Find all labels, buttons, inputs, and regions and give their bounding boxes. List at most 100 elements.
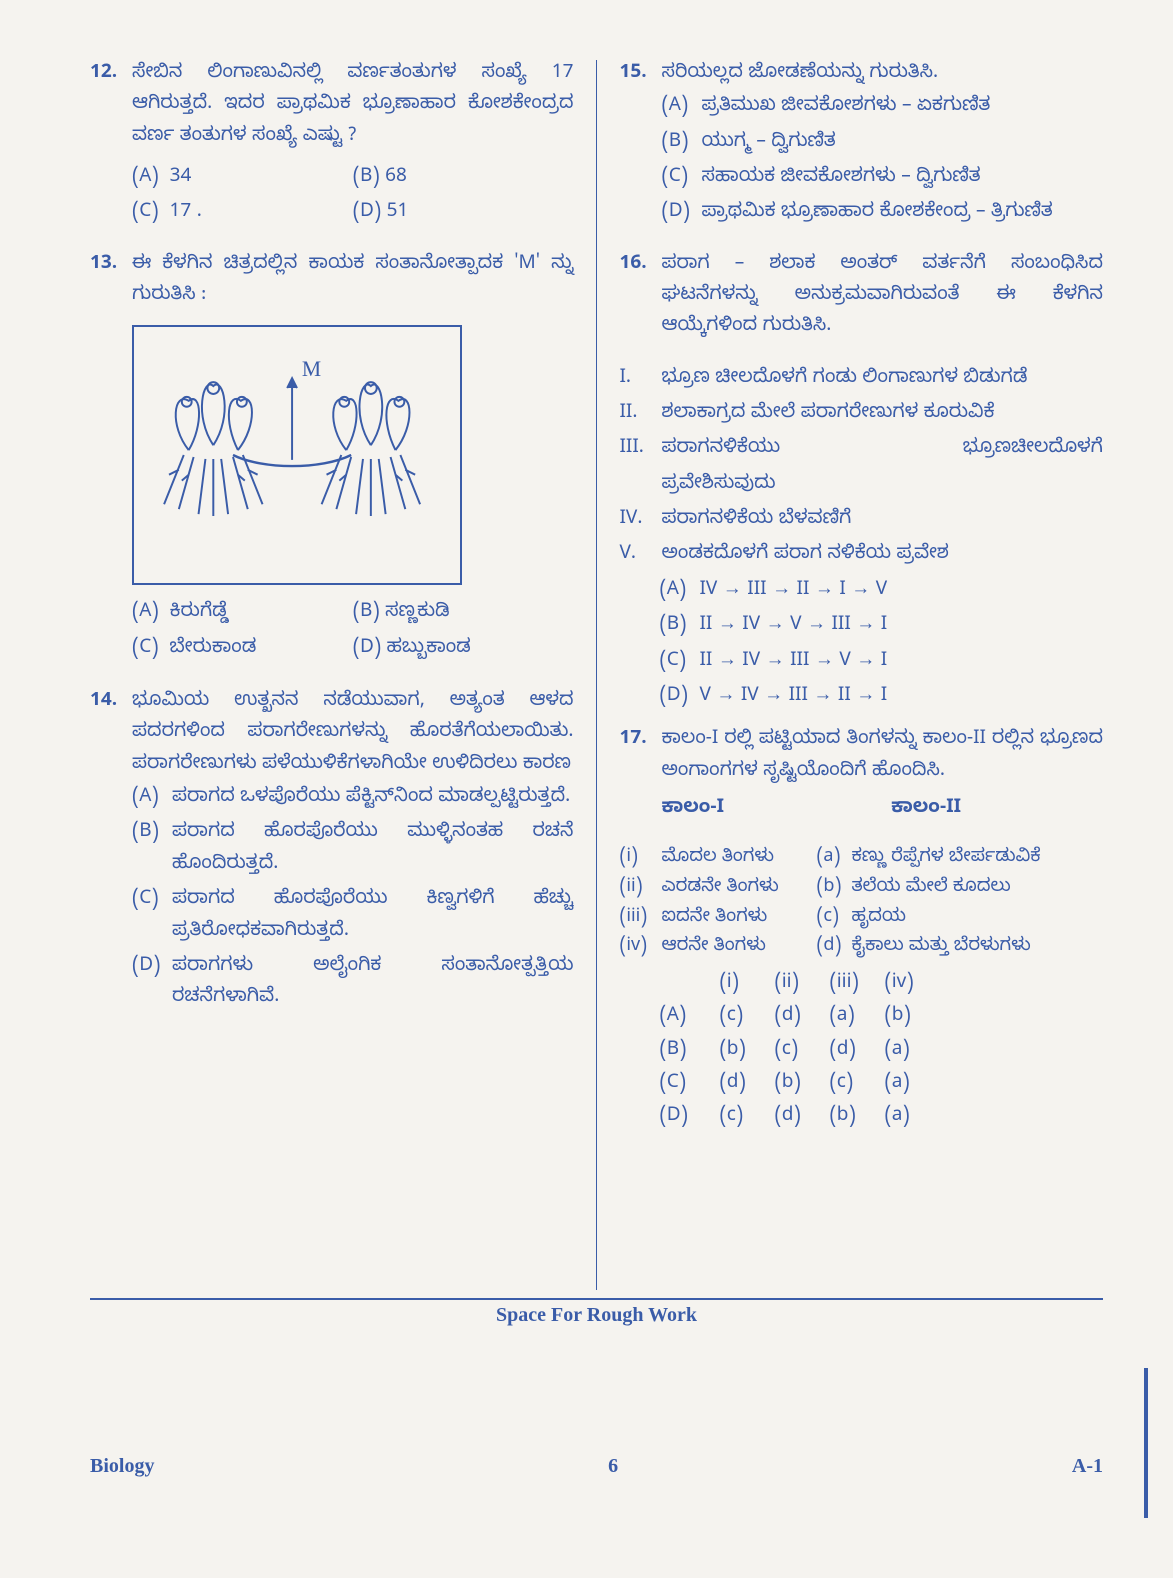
q-body: ಪರಾಗ – ಶಲಾಕ ಅಂತರ್ ವರ್ತನೆಗೆ ಸಂಬಂಧಿಸಿದ ಘಟನ… (661, 251, 1103, 345)
opt-C: (C) (659, 1070, 719, 1101)
column-headers: ಕಾಲಂ-I ಕಾಲಂ-II (661, 795, 1103, 826)
opt-D-val: ಪರಾಗಗಳು ಅಲೈಂಗಿಕ ಸಂತಾನೋತ್ಪತ್ತಿಯ ರಚನೆಗಳಾಗಿ… (172, 953, 574, 1016)
r1-a: (i) (619, 844, 661, 874)
opt-A-label: (A) (661, 93, 701, 124)
r1-b: ಮೊದಲ ತಿಂಗಳು (661, 844, 816, 874)
opt-D-val: V → IV → III → II → I (699, 683, 887, 714)
stmt-III-text-c: ಪ್ರವೇಶಿಸುವುದು (661, 471, 775, 502)
stmt-V-num: V. (619, 541, 661, 572)
opt-B-val: 68 (385, 167, 407, 192)
h-iii: (iii) (829, 970, 884, 1001)
stmt-III-num: III. (619, 435, 661, 466)
q-text: ಕಾಲಂ-I ರಲ್ಲಿ ಪಟ್ಟಿಯಾದ ತಿಂಗಳನ್ನು ಕಾಲಂ-II … (661, 726, 1103, 789)
stmt-IV-num: IV. (619, 506, 661, 537)
right-column: 15. ಸರಿಯಲ್ಲದ ಜೋಡಣೆಯನ್ನು ಗುರುತಿಸಿ. (A)ಪ್ರ… (599, 60, 1103, 1290)
q-num: 12. (90, 60, 132, 233)
footer-page: 6 (608, 1455, 618, 1478)
opt-B-label: (B) (661, 129, 701, 160)
opt-A-label: (A) (132, 167, 159, 192)
opt-C-val: II → IV → III → V → I (699, 648, 887, 679)
opt-C-label: (C) (659, 648, 699, 679)
opt-C-val: ಬೇರುಕಾಂಡ (170, 638, 257, 663)
q-body: ಸರಿಯಲ್ಲದ ಜೋಡಣೆಯನ್ನು ಗುರುತಿಸಿ. (A)ಪ್ರತಿಮು… (661, 60, 1103, 233)
r3-d: ಹೃದಯ (851, 904, 905, 934)
stmt-III-text-b: ಭ್ರೂಣಚೀಲದೊಳಗೆ (963, 435, 1103, 466)
opt-C-label: (C) (132, 638, 159, 663)
r2-a: (ii) (619, 874, 661, 904)
question-15: 15. ಸರಿಯಲ್ಲದ ಜೋಡಣೆಯನ್ನು ಗುರುತಿಸಿ. (A)ಪ್ರ… (619, 60, 1103, 233)
oBii: (c) (774, 1037, 829, 1068)
page-edge-mark (1144, 1368, 1148, 1518)
q-text: ಪರಾಗ – ಶಲಾಕ ಅಂತರ್ ವರ್ತನೆಗೆ ಸಂಬಂಧಿಸಿದ ಘಟನ… (661, 251, 1103, 345)
stmt-IV-text: ಪರಾಗನಳಿಕೆಯ ಬೆಳವಣಿಗೆ (661, 506, 851, 537)
opt-B-label: (B) (659, 612, 699, 643)
q-num: 13. (90, 251, 132, 668)
opt-D-label: (D) (659, 683, 699, 714)
stmt-I-text: ಭ್ರೂಣ ಚೀಲದೊಳಗೆ ಗಂಡು ಲಿಂಗಾಣುಗಳ ಬಿಡುಗಡೆ (661, 365, 1027, 396)
opt-D-val: ಹಬ್ಬುಕಾಂಡ (387, 638, 471, 663)
stmt-I-num: I. (619, 365, 661, 396)
opt-B-val: II → IV → V → III → I (699, 612, 887, 643)
q-options: (A)ಪರಾಗದ ಒಳಪೊರೆಯು ಪೆಕ್ಟಿನ್‌ನಿಂದ ಮಾಡಲ್ಪಟ್… (132, 782, 574, 1017)
opt-A-label: (A) (132, 602, 159, 627)
q-num: 17. (619, 726, 661, 826)
opt-D-label: (D) (353, 202, 381, 227)
oCi: (d) (719, 1070, 774, 1101)
opt-B-val: ಪರಾಗದ ಹೊರಪೊರೆಯು ಮುಳ್ಳಿನಂತಹ ರಚನೆ ಹೊಂದಿರುತ… (172, 819, 574, 882)
opt-A-val: ಪ್ರತಿಮುಖ ಜೀವಕೋಶಗಳು – ಏಕಗುಣಿತ (701, 93, 1103, 124)
r2-c: (b) (816, 874, 851, 904)
r1-d: ಕಣ್ಣು ರೆಪ್ಪೆಗಳ ಬೇರ್ಪಡುವಿಕೆ (851, 844, 1040, 874)
q16-options: (A)IV → III → II → I → V (B)II → IV → V … (659, 575, 1103, 716)
opt-A-val: 34 (170, 167, 192, 192)
r4-c: (d) (816, 933, 851, 963)
oBi: (b) (719, 1037, 774, 1068)
oAi: (c) (719, 1003, 774, 1034)
h-ii: (ii) (774, 970, 829, 1001)
page-footer: Biology 6 A-1 (90, 1455, 1103, 1478)
r3-b: ಐದನೇ ತಿಂಗಳು (661, 904, 816, 934)
opt-A-val: ಪರಾಗದ ಒಳಪೊರೆಯು ಪೆಕ್ಟಿನ್‌ನಿಂದ ಮಾಡಲ್ಪಟ್ಟಿರ… (172, 784, 574, 815)
opt-B-label: (B) (353, 602, 380, 627)
opt-D: (D) (659, 1103, 719, 1134)
q-text: ಸರಿಯಲ್ಲದ ಜೋಡಣೆಯನ್ನು ಗುರುತಿಸಿ. (661, 60, 1103, 91)
q-body: ಕಾಲಂ-I ರಲ್ಲಿ ಪಟ್ಟಿಯಾದ ತಿಂಗಳನ್ನು ಕಾಲಂ-II … (661, 726, 1103, 826)
q-num: 14. (90, 688, 132, 1017)
col1-header: ಕಾಲಂ-I (661, 795, 891, 826)
r2-b: ಎರಡನೇ ತಿಂಗಳು (661, 874, 816, 904)
opt-B-label: (B) (132, 819, 172, 882)
oDi: (c) (719, 1103, 774, 1134)
opt-B: (B) (659, 1037, 719, 1068)
stmt-II-text: ಶಲಾಕಾಗ್ರದ ಮೇಲೆ ಪರಾಗರೇಣುಗಳ ಕೂರುವಿಕೆ (661, 400, 994, 431)
opt-C-label: (C) (132, 886, 172, 949)
r4-a: (iv) (619, 933, 661, 963)
opt-C-label: (C) (132, 202, 159, 227)
q-options: (A) 34 (B) 68 (C) 17 . (D) 51 (132, 162, 574, 233)
q17-match-rows: (i)ಮೊದಲ ತಿಂಗಳು(a)ಕಣ್ಣು ರೆಪ್ಪೆಗಳ ಬೇರ್ಪಡುವ… (619, 844, 1103, 963)
q-options: (A) ಕಿರುಗೆಡ್ಡೆ (B) ಸಣ್ಣಕುಡಿ (C) ಬೇರುಕಾಂಡ… (132, 597, 574, 668)
q-num: 15. (619, 60, 661, 233)
stmt-III-text-a: ಪರಾಗನಳಿಕೆಯು (661, 435, 780, 466)
opt-A: (A) (659, 1003, 719, 1034)
q17-answer-grid: (i)(ii)(iii)(iv) (A)(c)(d)(a)(b) (B)(b)(… (659, 969, 1103, 1136)
footer-subject: Biology (90, 1455, 154, 1478)
q-text: ಸೇಬಿನ ಲಿಂಗಾಣುವಿನಲ್ಲಿ ವರ್ಣತಂತುಗಳ ಸಂಖ್ಯೆ 1… (132, 60, 574, 154)
opt-B-val: ಯುಗ್ಮ – ದ್ವಿಗುಣಿತ (701, 129, 1103, 160)
stmt-V-text: ಅಂಡಕದೊಳಗೆ ಪರಾಗ ನಳಿಕೆಯ ಪ್ರವೇಶ (661, 541, 948, 572)
opt-A-label: (A) (659, 577, 699, 608)
oDiii: (b) (829, 1103, 884, 1134)
opt-D-val: 51 (387, 202, 409, 227)
opt-B-val: ಸಣ್ಣಕುಡಿ (385, 602, 449, 627)
question-16: 16. ಪರಾಗ – ಶಲಾಕ ಅಂತರ್ ವರ್ತನೆಗೆ ಸಂಬಂಧಿಸಿದ… (619, 251, 1103, 345)
r2-d: ತಲೆಯ ಮೇಲೆ ಕೂದಲು (851, 874, 1010, 904)
opt-D-val: ಪ್ರಾಥಮಿಕ ಭ್ರೂಣಾಹಾರ ಕೋಶಕೇಂದ್ರ – ತ್ರಿಗುಣಿತ (701, 199, 1103, 230)
plant-diagram: M (134, 327, 460, 583)
opt-D-label: (D) (661, 199, 701, 230)
r1-c: (a) (816, 844, 851, 874)
h-iv: (iv) (884, 970, 939, 1001)
oAiii: (a) (829, 1003, 884, 1034)
q-options: (A)ಪ್ರತಿಮುಖ ಜೀವಕೋಶಗಳು – ಏಕಗುಣಿತ (B)ಯುಗ್ಮ… (661, 91, 1103, 232)
stmt-II-num: II. (619, 400, 661, 431)
opt-C-val: 17 . (170, 202, 202, 227)
oCii: (b) (774, 1070, 829, 1101)
opt-A-label: (A) (132, 784, 172, 815)
